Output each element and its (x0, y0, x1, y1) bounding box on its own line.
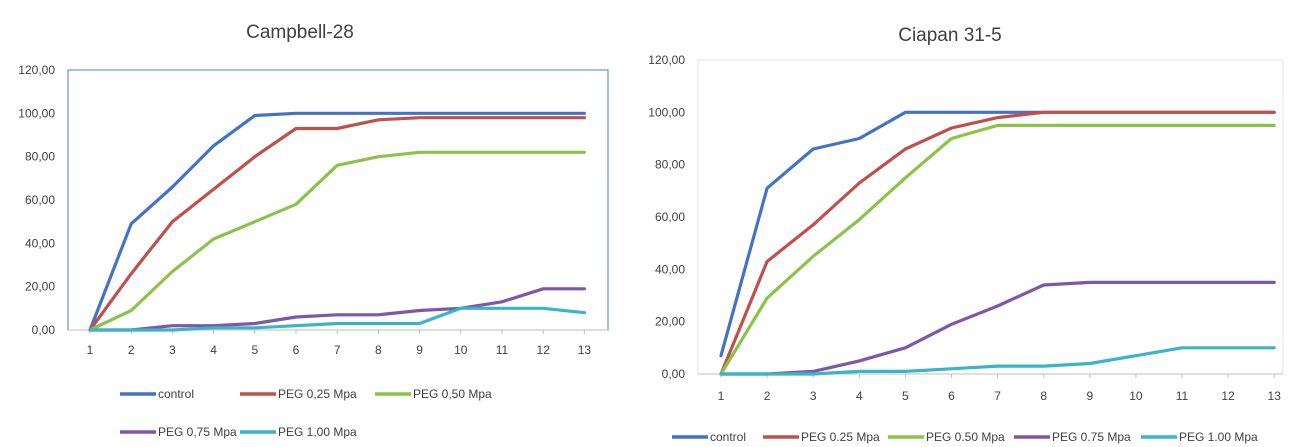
y-tick-label: 40,00 (25, 236, 55, 250)
x-tick-label: 7 (334, 343, 341, 357)
x-tick-label: 6 (293, 343, 300, 357)
chart-title: Ciapan 31-5 (898, 25, 1002, 46)
plot-frame (67, 69, 609, 331)
x-tick-label: 1 (87, 343, 94, 357)
series-line-control (88, 111, 587, 332)
plot-frame (697, 59, 1284, 375)
x-tick-label: 8 (1040, 389, 1047, 403)
legend-label: PEG 0,50 Mpa (413, 387, 492, 401)
x-tick-label: 13 (1268, 389, 1282, 403)
y-tick-label: 0,00 (662, 367, 686, 381)
y-tick-label: 80,00 (25, 150, 55, 164)
series-line-peg100 (719, 346, 1276, 376)
x-tick-label: 7 (994, 389, 1001, 403)
legend-label: PEG 0,75 Mpa (158, 425, 237, 439)
x-tick-label: 5 (902, 389, 909, 403)
x-tick-label: 13 (578, 343, 592, 357)
x-tick-label: 4 (210, 343, 217, 357)
series-line-peg025 (719, 110, 1276, 376)
x-tick-label: 9 (416, 343, 423, 357)
legend-label: PEG 0.25 Mpa (801, 430, 880, 444)
y-tick-label: 40,00 (655, 262, 685, 276)
series-line-peg075 (88, 287, 587, 332)
x-tick-label: 12 (1221, 389, 1235, 403)
series-line-peg050 (719, 123, 1276, 376)
series-line-peg100 (88, 306, 587, 332)
x-tick-label: 11 (496, 343, 509, 357)
y-tick-label: 120,00 (648, 53, 685, 67)
chart-title: Campbell-28 (246, 22, 354, 43)
x-tick-label: 5 (251, 343, 258, 357)
x-tick-label: 1 (718, 389, 725, 403)
y-tick-label: 60,00 (25, 193, 55, 207)
y-tick-label: 100,00 (648, 105, 685, 119)
series-line-peg025 (88, 116, 587, 332)
x-tick-label: 10 (454, 343, 468, 357)
x-tick-label: 2 (128, 343, 135, 357)
y-tick-label: 20,00 (25, 280, 55, 294)
legend-label: control (710, 430, 746, 444)
x-tick-label: 11 (1176, 389, 1189, 403)
x-tick-label: 4 (856, 389, 863, 403)
legend-label: PEG 1,00 Mpa (278, 425, 357, 439)
x-tick-label: 2 (764, 389, 771, 403)
x-tick-label: 8 (375, 343, 382, 357)
y-tick-label: 60,00 (655, 210, 685, 224)
x-tick-label: 9 (1086, 389, 1093, 403)
legend-label: PEG 0,25 Mpa (278, 387, 357, 401)
x-tick-label: 3 (810, 389, 817, 403)
x-tick-label: 6 (948, 389, 955, 403)
x-tick-label: 3 (169, 343, 176, 357)
legend-label: PEG 0.50 Mpa (926, 430, 1005, 444)
y-tick-label: 100,00 (18, 106, 55, 120)
y-tick-label: 80,00 (655, 158, 685, 172)
legend-label: PEG 0.75 Mpa (1052, 430, 1131, 444)
legend-label: control (158, 387, 194, 401)
y-tick-label: 120,00 (18, 63, 55, 77)
legend-label: PEG 1.00 Mpa (1179, 430, 1258, 444)
y-tick-label: 0,00 (32, 323, 56, 337)
chart-ciapan-31-5: Ciapan 31-5 0,00 20,00 40,00 60,00 80,00 100,… (648, 25, 1284, 444)
x-tick-label: 10 (1129, 389, 1143, 403)
series-line-peg050 (88, 150, 587, 332)
x-tick-label: 12 (537, 343, 551, 357)
series-line-peg075 (719, 280, 1276, 376)
chart-campbell-28: Campbell-28 0,00 20,00 40,00 60,00 80,00 100,… (18, 22, 609, 439)
y-tick-label: 20,00 (655, 315, 685, 329)
